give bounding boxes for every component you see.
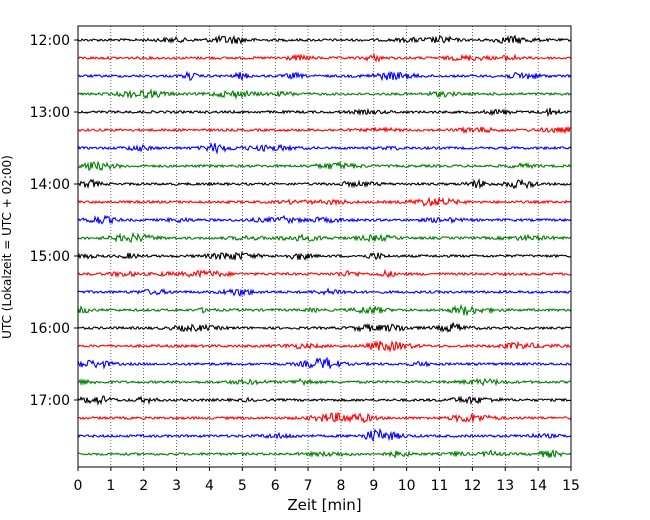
y-tick-label: 12:00 bbox=[30, 33, 70, 49]
trace-line bbox=[77, 251, 572, 261]
y-tick-label: 17:00 bbox=[30, 393, 70, 409]
trace-line bbox=[77, 34, 572, 45]
y-tick-label: 14:00 bbox=[30, 177, 70, 193]
trace-line bbox=[77, 196, 572, 207]
x-tick-label: 6 bbox=[271, 478, 280, 494]
x-tick-label: 5 bbox=[238, 478, 247, 494]
trace-line bbox=[77, 214, 572, 225]
x-tick-label: 11 bbox=[431, 478, 449, 494]
x-tick-label: 13 bbox=[496, 478, 514, 494]
x-tick-label: 1 bbox=[106, 478, 115, 494]
trace-line bbox=[77, 377, 572, 387]
x-tick-label: 10 bbox=[398, 478, 416, 494]
x-axis-label: Zeit [min] bbox=[287, 496, 361, 514]
trace-line bbox=[77, 231, 572, 243]
x-tick-label: 0 bbox=[74, 478, 83, 494]
trace-line bbox=[77, 268, 572, 279]
trace-line bbox=[77, 142, 572, 155]
y-tick-label: 16:00 bbox=[30, 321, 70, 337]
x-tick-label: 9 bbox=[369, 478, 378, 494]
trace-line bbox=[77, 160, 572, 172]
x-axis-ticks: 0 1 2 3 4 5 6 7 8 9 10 11 12 13 14 15 bbox=[74, 467, 580, 494]
trace-line bbox=[77, 287, 572, 297]
trace-line bbox=[77, 88, 572, 100]
y-tick-label: 13:00 bbox=[30, 105, 70, 121]
x-tick-label: 14 bbox=[529, 478, 547, 494]
trace-line bbox=[77, 340, 572, 353]
trace-line bbox=[77, 107, 572, 118]
y-axis-ticks: 12:00 13:00 14:00 15:00 16:00 17:00 bbox=[30, 33, 78, 409]
x-tick-label: 7 bbox=[304, 478, 313, 494]
seismic-traces bbox=[77, 34, 572, 459]
trace-line bbox=[77, 177, 572, 190]
x-tick-label: 12 bbox=[463, 478, 481, 494]
y-tick-label: 15:00 bbox=[30, 249, 70, 265]
trace-line bbox=[77, 125, 572, 135]
trace-line bbox=[77, 412, 572, 424]
trace-line bbox=[77, 449, 572, 459]
x-tick-label: 15 bbox=[562, 478, 580, 494]
trace-line bbox=[77, 427, 572, 442]
x-tick-label: 2 bbox=[139, 478, 148, 494]
plot-frame bbox=[77, 25, 572, 468]
y-axis-label: UTC (Lokalzeit = UTC + 02:00) bbox=[0, 155, 14, 339]
x-tick-label: 8 bbox=[336, 478, 345, 494]
trace-line bbox=[77, 356, 572, 370]
trace-line bbox=[77, 395, 572, 406]
trace-line bbox=[77, 322, 572, 334]
trace-line bbox=[77, 303, 572, 316]
x-tick-label: 3 bbox=[172, 478, 181, 494]
trace-line bbox=[77, 52, 572, 63]
trace-line bbox=[77, 70, 572, 82]
x-tick-label: 4 bbox=[205, 478, 214, 494]
